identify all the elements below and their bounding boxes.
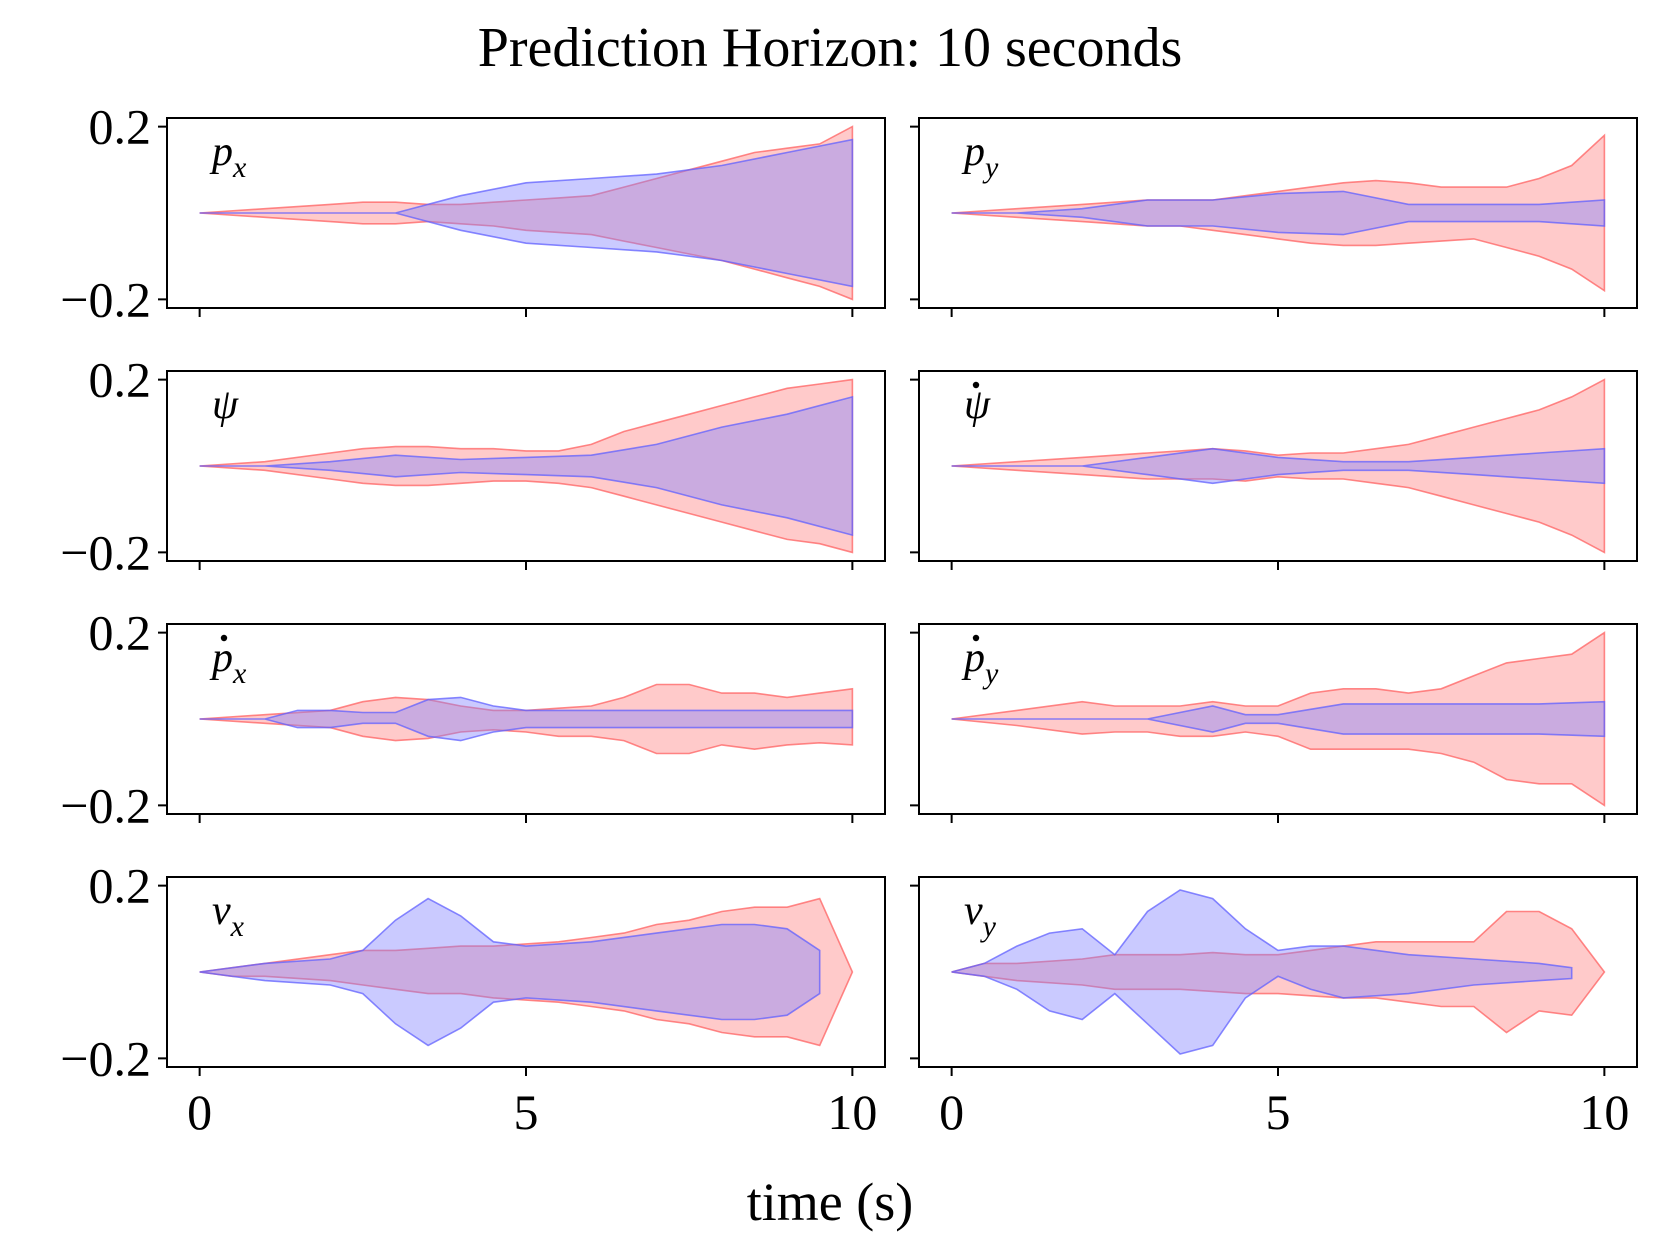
y-tick-label: −0.2 xyxy=(60,777,151,833)
x-tick-label: 5 xyxy=(1266,1084,1291,1140)
panel-7: 0 5 10 vy xyxy=(910,876,1638,1140)
y-tick-label: −0.2 xyxy=(60,1030,151,1086)
panel-2: −0.2 0.2 ψ xyxy=(60,352,886,580)
y-tick-label: 0.2 xyxy=(89,858,152,914)
panel-label: px xyxy=(209,635,247,690)
blue-band xyxy=(199,138,854,288)
panel-label-subscript: x xyxy=(230,910,245,943)
y-tick-label: 0.2 xyxy=(89,99,152,155)
x-tick-label: 10 xyxy=(1579,1084,1629,1140)
panel-label: vx xyxy=(212,888,245,943)
y-tick-label: 0.2 xyxy=(89,605,152,661)
panel-label-subscript: y xyxy=(980,910,997,943)
x-tick-label: 0 xyxy=(939,1084,964,1140)
panel-4: −0.2 0.2 px xyxy=(60,605,886,833)
blue-band xyxy=(199,696,854,742)
panel-1: py xyxy=(910,117,1638,317)
panel-label: vy xyxy=(964,888,997,943)
panels: −0.2 0.2 px py −0.2 0.2 ψ ψ −0.2 0.2 px py −0.2 0.2 0 5… xyxy=(60,99,1638,1140)
blue-band xyxy=(199,395,854,537)
panel-6: −0.2 0.2 0 5 10 vx xyxy=(60,858,886,1140)
panel-label-subscript: x xyxy=(232,151,247,184)
y-tick-label: −0.2 xyxy=(60,271,151,327)
panel-label: py xyxy=(961,635,999,690)
y-tick-label: −0.2 xyxy=(60,524,151,580)
blue-band xyxy=(199,897,821,1047)
panel-3: ψ xyxy=(910,370,1638,570)
panel-0: −0.2 0.2 px xyxy=(60,99,886,327)
panel-label: py xyxy=(961,129,999,184)
blue-band xyxy=(951,447,1606,485)
chart-title: Prediction Horizon: 10 seconds xyxy=(478,17,1183,79)
blue-band xyxy=(951,700,1606,738)
panel-label-subscript: y xyxy=(982,657,999,690)
panel-label: ψ xyxy=(964,382,991,428)
x-tick-label: 10 xyxy=(827,1084,877,1140)
panel-label: px xyxy=(209,129,247,184)
red-band xyxy=(199,897,854,1047)
panel-label-subscript: x xyxy=(232,657,247,690)
panel-5: py xyxy=(910,623,1638,823)
derivative-dot xyxy=(220,634,228,642)
blue-band xyxy=(951,190,1606,236)
x-axis-label: time (s) xyxy=(747,1172,913,1232)
derivative-dot xyxy=(972,634,980,642)
x-tick-label: 5 xyxy=(514,1084,539,1140)
x-tick-label: 0 xyxy=(187,1084,212,1140)
panel-label: ψ xyxy=(212,382,239,428)
red-band xyxy=(951,910,1606,1034)
derivative-dot xyxy=(972,381,980,389)
blue-band xyxy=(951,889,1573,1055)
y-tick-label: 0.2 xyxy=(89,352,152,408)
panel-label-subscript: y xyxy=(982,151,999,184)
